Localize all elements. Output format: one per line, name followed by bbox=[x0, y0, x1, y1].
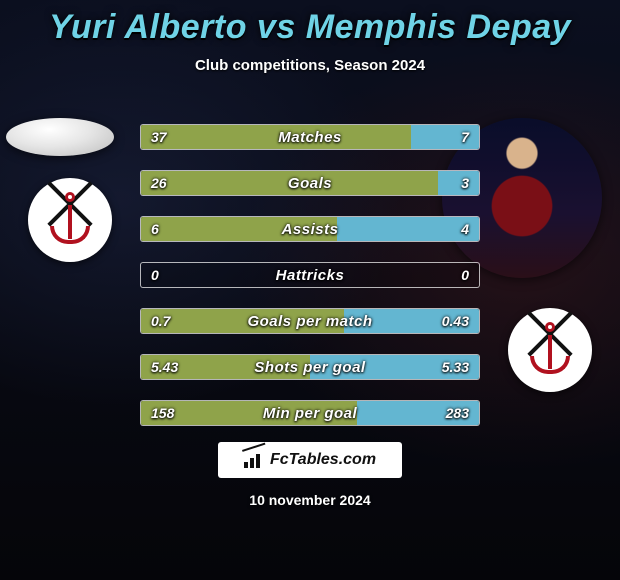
stat-label: Matches bbox=[141, 125, 479, 149]
stat-row: 00Hattricks bbox=[140, 262, 480, 288]
stat-row: 5.435.33Shots per goal bbox=[140, 354, 480, 380]
stat-row: 0.70.43Goals per match bbox=[140, 308, 480, 334]
player-left-photo bbox=[6, 118, 114, 156]
subtitle: Club competitions, Season 2024 bbox=[0, 57, 620, 74]
stat-label: Shots per goal bbox=[141, 355, 479, 379]
club-badge-right bbox=[508, 308, 592, 392]
stat-label: Goals per match bbox=[141, 309, 479, 333]
stat-row: 64Assists bbox=[140, 216, 480, 242]
corinthians-badge-icon bbox=[38, 188, 102, 252]
stat-label: Hattricks bbox=[141, 263, 479, 287]
stat-row: 377Matches bbox=[140, 124, 480, 150]
stat-label: Assists bbox=[141, 217, 479, 241]
club-badge-left bbox=[28, 178, 112, 262]
stat-row: 158283Min per goal bbox=[140, 400, 480, 426]
stat-row: 263Goals bbox=[140, 170, 480, 196]
page-title: Yuri Alberto vs Memphis Depay bbox=[0, 0, 620, 47]
date-text: 10 november 2024 bbox=[0, 492, 620, 508]
corinthians-badge-icon bbox=[518, 318, 582, 382]
brand-badge: FcTables.com bbox=[218, 442, 402, 478]
stat-label: Goals bbox=[141, 171, 479, 195]
brand-text: FcTables.com bbox=[270, 451, 376, 469]
bar-chart-icon bbox=[244, 452, 264, 468]
stats-panel: 377Matches 263Goals 64Assists 00Hattricks 0.… bbox=[140, 124, 480, 446]
stat-label: Min per goal bbox=[141, 401, 479, 425]
